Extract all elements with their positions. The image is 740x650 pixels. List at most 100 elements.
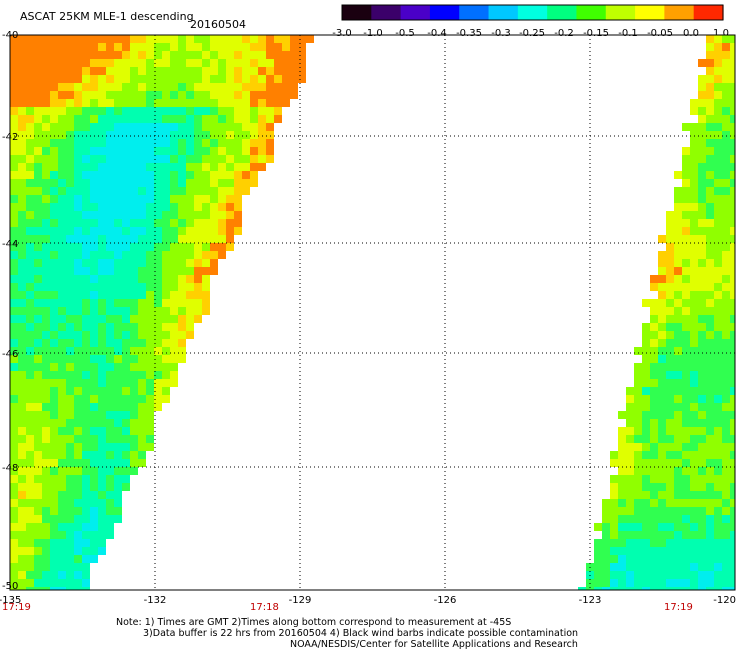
swath-cell bbox=[634, 587, 642, 590]
swath-cell bbox=[666, 235, 674, 243]
swath-cell bbox=[26, 275, 34, 283]
swath-cell bbox=[82, 107, 90, 115]
swath-cell bbox=[18, 235, 26, 243]
swath-cell bbox=[98, 139, 106, 147]
swath-cell bbox=[730, 427, 735, 435]
swath-cell bbox=[66, 283, 74, 291]
swath-cell bbox=[626, 547, 634, 555]
swath-cell bbox=[138, 35, 146, 43]
swath-cell bbox=[706, 115, 714, 123]
swath-cell bbox=[274, 83, 282, 91]
swath-cell bbox=[218, 219, 226, 227]
swath-cell bbox=[698, 523, 706, 531]
swath-cell bbox=[146, 267, 154, 275]
swath-cell bbox=[106, 131, 114, 139]
swath-cell bbox=[650, 451, 658, 459]
swath-cell bbox=[58, 411, 66, 419]
swath-cell bbox=[82, 459, 90, 467]
swath-cell bbox=[674, 579, 682, 587]
swath-cell bbox=[154, 179, 162, 187]
colorbar-cell bbox=[547, 5, 578, 20]
swath-cell bbox=[130, 211, 138, 219]
swath-cell bbox=[66, 427, 74, 435]
swath-cell bbox=[226, 163, 234, 171]
swath-cell bbox=[658, 371, 666, 379]
swath-cell bbox=[186, 171, 194, 179]
swath-cell bbox=[42, 43, 50, 51]
swath-cell bbox=[218, 51, 226, 59]
swath-cell bbox=[290, 83, 298, 91]
swath-cell bbox=[74, 499, 82, 507]
swath-cell bbox=[50, 243, 58, 251]
swath-cell bbox=[10, 275, 18, 283]
swath-cell bbox=[58, 195, 66, 203]
swath-cell bbox=[690, 475, 698, 483]
swath-cell bbox=[74, 187, 82, 195]
swath-cell bbox=[722, 435, 730, 443]
swath-cell bbox=[66, 107, 74, 115]
swath-cell bbox=[610, 515, 618, 523]
swath-cell bbox=[714, 115, 722, 123]
swath-cell bbox=[610, 571, 618, 579]
swath-cell bbox=[682, 443, 690, 451]
swath-cell bbox=[722, 339, 730, 347]
swath-cell bbox=[10, 51, 18, 59]
swath-cell bbox=[194, 307, 202, 315]
swath-cell bbox=[26, 419, 34, 427]
swath-cell bbox=[122, 467, 130, 475]
swath-cell bbox=[218, 131, 226, 139]
swath-cell bbox=[10, 283, 18, 291]
swath-cell bbox=[218, 211, 226, 219]
swath-cell bbox=[146, 115, 154, 123]
swath-cell bbox=[690, 371, 698, 379]
swath-cell bbox=[626, 563, 634, 571]
swath-cell bbox=[10, 123, 18, 131]
swath-cell bbox=[34, 507, 42, 515]
swath-cell bbox=[34, 211, 42, 219]
swath-cell bbox=[58, 139, 66, 147]
swath-cell bbox=[50, 451, 58, 459]
swath-cell bbox=[42, 291, 50, 299]
swath-cell bbox=[82, 315, 90, 323]
swath-cell bbox=[106, 339, 114, 347]
swath-cell bbox=[138, 387, 146, 395]
swath-cell bbox=[682, 523, 690, 531]
swath-cell bbox=[130, 299, 138, 307]
swath-cell bbox=[10, 571, 18, 579]
swath-cell bbox=[122, 187, 130, 195]
swath-cell bbox=[42, 35, 50, 43]
swath-cell bbox=[218, 59, 226, 67]
swath-cell bbox=[130, 355, 138, 363]
colorbar-label: -0.1 bbox=[618, 28, 638, 39]
swath-cell bbox=[722, 131, 730, 139]
swath-cell bbox=[66, 315, 74, 323]
swath-cell bbox=[698, 515, 706, 523]
swath-cell bbox=[674, 235, 682, 243]
swath-cell bbox=[722, 499, 730, 507]
swath-cell bbox=[634, 347, 642, 355]
swath-cell bbox=[114, 331, 122, 339]
swath-cell bbox=[90, 267, 98, 275]
swath-cell bbox=[114, 283, 122, 291]
swath-cell bbox=[186, 75, 194, 83]
swath-cell bbox=[258, 43, 266, 51]
swath-cell bbox=[98, 235, 106, 243]
swath-cell bbox=[90, 91, 98, 99]
swath-cell bbox=[154, 315, 162, 323]
swath-cell bbox=[218, 43, 226, 51]
swath-cell bbox=[10, 179, 18, 187]
swath-cell bbox=[722, 323, 730, 331]
swath-cell bbox=[690, 235, 698, 243]
swath-cell bbox=[34, 563, 42, 571]
swath-cell bbox=[130, 155, 138, 163]
swath-cell bbox=[714, 411, 722, 419]
swath-cell bbox=[162, 59, 170, 67]
swath-cell bbox=[130, 107, 138, 115]
swath-cell bbox=[306, 35, 314, 43]
colorbar-label: -1.0 bbox=[363, 28, 383, 39]
swath-cell bbox=[114, 355, 122, 363]
swath-cell bbox=[730, 75, 735, 83]
swath-cell bbox=[18, 459, 26, 467]
swath-cell bbox=[66, 443, 74, 451]
swath-cell bbox=[650, 587, 658, 590]
